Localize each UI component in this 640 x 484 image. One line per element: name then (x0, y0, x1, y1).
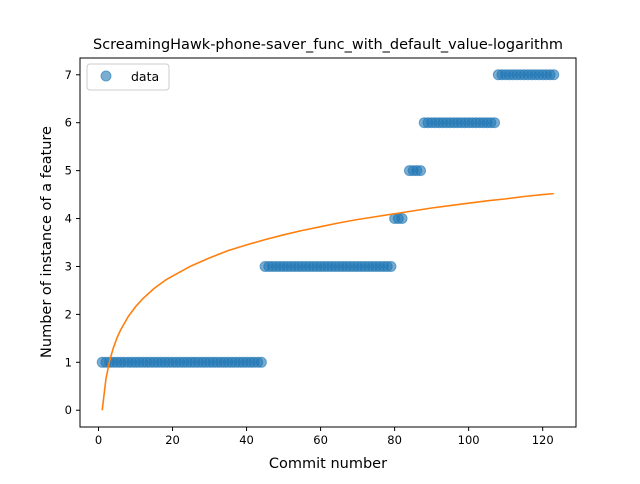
x-tick-label: 40 (239, 433, 254, 447)
y-tick-label: 5 (65, 164, 72, 178)
data-point (489, 117, 501, 129)
y-tick-label: 4 (65, 212, 72, 226)
data-point (548, 69, 560, 81)
chart-title: ScreamingHawk-phone-saver_func_with_defa… (93, 37, 563, 53)
plot-area (96, 69, 560, 411)
y-tick-label: 7 (65, 68, 72, 82)
legend-box (86, 63, 170, 91)
x-axis: 0 20 40 60 80 100 120 (95, 427, 554, 447)
x-tick-label: 0 (95, 433, 102, 447)
y-tick-label: 2 (65, 307, 72, 321)
y-axis: 0 1 2 3 4 5 6 7 (65, 68, 80, 417)
fit-line (101, 192, 554, 411)
legend-marker-data (100, 70, 112, 82)
legend: data (86, 63, 170, 91)
axes-frame (79, 57, 577, 428)
x-tick-label: 60 (313, 433, 328, 447)
y-tick-label: 1 (65, 355, 72, 369)
x-tick-label: 20 (165, 433, 180, 447)
legend-label-data: data (131, 69, 159, 84)
data-point (396, 213, 408, 225)
x-tick-label: 100 (458, 433, 480, 447)
data-point (415, 165, 427, 177)
x-tick-label: 120 (532, 433, 554, 447)
data-point (385, 260, 397, 272)
y-tick-label: 6 (65, 116, 72, 130)
y-tick-label: 3 (65, 259, 72, 273)
x-tick-label: 80 (387, 433, 402, 447)
x-axis-label: Commit number (269, 456, 387, 472)
y-tick-label: 0 (65, 403, 72, 417)
data-point (255, 356, 267, 368)
y-axis-label: Number of instance of a feature (39, 126, 55, 358)
